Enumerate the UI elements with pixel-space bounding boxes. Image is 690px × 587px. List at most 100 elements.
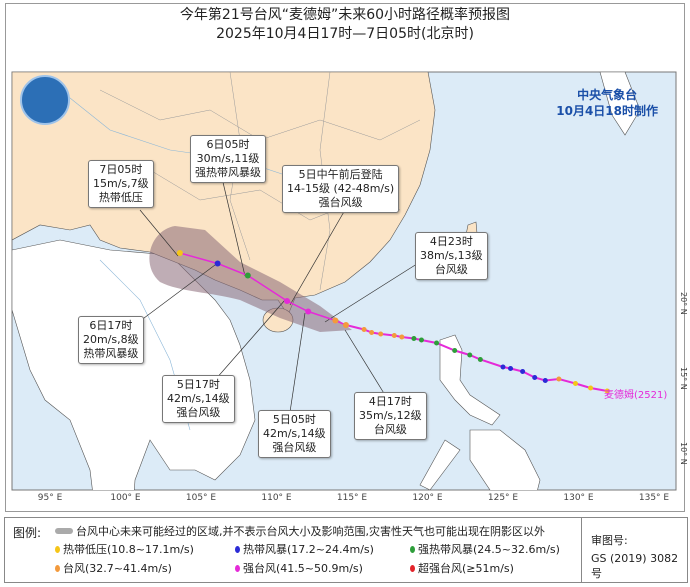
lon-tick-label: 95° E [37,493,63,503]
track-point-sts [244,272,251,279]
callout-time: 4日23时 [429,235,473,248]
typhoon-marker-icon [410,545,415,553]
track-point-sts [434,340,440,346]
callout-leaders [127,177,421,413]
legend-item-ts: 热带风暴(17.2~24.4m/s) [235,541,374,557]
track-point-sts [477,357,483,362]
map-frame [5,3,685,512]
callout-time: 6日17时 [89,319,133,332]
storm-label: 麦德姆(2521) [604,390,668,401]
track-point-ty [556,376,562,382]
callout-level: 强台风级 [272,441,317,454]
callout-wind: 42m/s,14级 [167,392,230,405]
callout-wind: 35m/s,12级 [359,409,422,422]
track-point-sts [452,348,458,353]
philippines-land [419,334,541,490]
map-subtitle: 2025年10月4日17时—7日05时(北京时) [216,26,474,42]
forecast-callout: 6日17时 20m/s,8级 热带风暴级 [78,316,144,364]
track-point-ty [332,317,339,324]
legend-item-label: 超强台风(≥51m/s) [418,562,514,575]
cone-swatch-icon [55,528,73,534]
callout-wind: 20m/s,8级 [83,333,139,346]
callout-time: 4日17时 [368,395,412,408]
typhoon-marker-icon [55,545,60,553]
callout-level: 台风级 [434,263,468,276]
track-point-ts [532,375,538,380]
legend-item-label: 强热带风暴(24.5~32.6m/s) [418,543,560,556]
callout-time: 5日17时 [176,378,220,391]
lon-tick-label: 130° E [563,493,594,503]
track-point-td [604,388,610,394]
track-point-ty [361,327,367,332]
callout-time: 7日05时 [99,163,143,176]
track-point-ts [520,369,526,374]
approval-number: GS (2019) 3082号 [591,552,679,580]
forecast-callout: 5日05时 42m/s,14级 强台风级 [258,410,331,458]
forecast-callout: 4日23时 38m/s,13级 台风级 [415,232,488,280]
callout-time: 6日05时 [206,138,250,151]
callout-level: 热带低压 [98,191,143,204]
track-point-sts [411,336,417,341]
callout-wind: 14-15级 (42-48m/s) [287,182,395,195]
lon-tick-label: 110° E [261,493,292,503]
callout-wind: 30m/s,11级 [196,152,260,165]
forecast-callout: 4日17时 35m/s,12级 台风级 [354,392,427,440]
lon-tick-label: 125° E [487,493,519,503]
legend-item-label: 热带风暴(17.2~24.4m/s) [243,543,374,556]
track-point-ts [542,378,548,383]
legend-item-td: 热带低压(10.8~17.1m/s) [55,541,194,557]
legend-item-label: 强台风(41.5~50.9m/s) [243,562,363,575]
track-point-td [588,385,594,391]
lon-tick-label: 100° E [110,493,141,503]
lat-tick-label: 20° N [679,292,688,315]
issue-time: 10月4日18时制作 [556,104,658,118]
agency-stamp: 中央气象台 10月4日18时制作 [556,87,658,119]
probability-cone [149,226,352,332]
callout-time: 5日中午前后登陆 [298,168,383,181]
callout-wind: 15m/s,7级 [93,177,149,190]
legend-cone-text: 台风中心未来可能经过的区域,并不表示台风大小及影响范围,灾害性天气也可能出现在阴… [76,525,545,538]
typhoon-marker-icon [235,564,240,572]
lon-tick-label: 105° E [185,493,217,503]
typhoon-marker-icon [235,545,240,553]
forecast-callout: 7日05时 15m/s,7级 热带低压 [88,160,154,208]
track-point-sty [305,308,312,315]
track-point-ty [369,330,375,335]
track-point-ty [391,333,397,338]
legend-item-label: 台风(32.7~41.4m/s) [63,562,172,575]
lat-tick-label: 15° N [679,367,688,390]
callout-level: 强台风级 [318,196,363,209]
callout-wind: 42m/s,14级 [263,427,326,440]
lon-tick-label: 120° E [412,493,443,503]
track-point-sts [467,352,473,358]
cma-logo [20,75,70,125]
callout-level: 强热带风暴级 [195,166,261,179]
callout-level: 强台风级 [176,406,221,419]
track-point-sty [284,298,291,304]
forecast-callout: 5日17时 42m/s,14级 强台风级 [162,375,235,423]
lon-tick-label: 135° E [638,493,670,503]
typhoon-marker-icon [55,564,60,572]
agency-name: 中央气象台 [577,88,638,102]
legend-item-label: 热带低压(10.8~17.1m/s) [63,543,194,556]
callout-wind: 38m/s,13级 [420,249,483,262]
track-point-ty [342,322,349,328]
typhoon-marker-icon [410,564,415,572]
legend-item-sty: 强台风(41.5~50.9m/s) [235,560,363,576]
map-title: 今年第21号台风“麦德姆”未来60小时路径概率预报图 [179,7,511,23]
track-point-sts [418,337,424,343]
track-point-ts [508,366,514,371]
forecast-callout: 6日05时 30m/s,11级 强热带风暴级 [190,135,266,183]
legend-cone: 台风中心未来可能经过的区域,并不表示台风大小及影响范围,灾害性天气也可能出现在阴… [55,523,545,539]
lon-tick-label: 115° E [336,493,368,503]
track-point-ty [378,331,384,337]
track-point-ty [399,334,405,340]
legend-item-ty: 台风(32.7~41.4m/s) [55,560,172,576]
legend: 图例: 台风中心未来可能经过的区域,并不表示台风大小及影响范围,灾害性天气也可能… [4,517,688,583]
lat-tick-label: 10° N [679,442,688,465]
legend-heading: 图例: [13,526,42,540]
legend-divider [581,518,582,582]
approval-label: 审图号: [591,534,628,547]
forecast-callout: 5日中午前后登陆 14-15级 (42-48m/s) 强台风级 [282,165,400,213]
